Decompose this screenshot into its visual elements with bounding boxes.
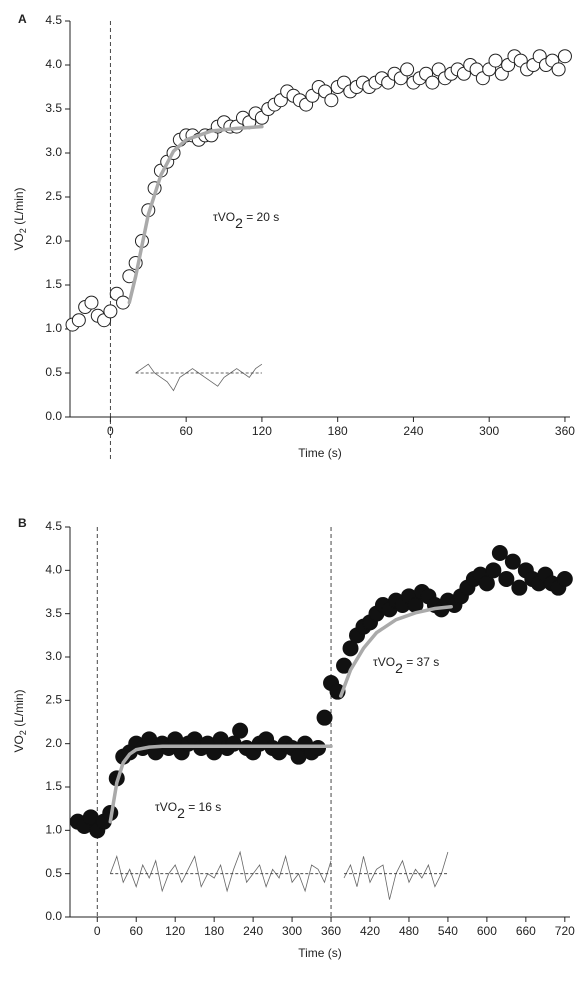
x-tick-label: 0 [107,424,114,438]
y-axis-title-sub: 2 [18,730,28,735]
data-point [557,49,572,64]
y-tick-label: 1.0 [45,321,62,335]
x-tick-label: 120 [165,924,185,938]
annotation-part: = 37 s [403,655,439,669]
data-point [504,553,521,570]
data-point [485,562,502,579]
panel-label: B [18,516,27,530]
y-tick-label: 0.5 [45,365,62,379]
x-tick-label: 300 [479,424,499,438]
data-point [232,722,249,739]
y-axis-title-part: (L/min) [12,689,26,730]
annotation-part: τVO [213,210,235,224]
data-point [551,62,566,77]
annotation-sub: 2 [395,660,403,676]
data-point [478,575,495,592]
data-point [498,571,515,587]
fit-curve [339,604,453,698]
y-tick-label: 1.0 [45,823,62,837]
x-tick-label: 180 [328,424,348,438]
data-point [103,304,118,319]
x-tick-label: 240 [403,424,423,438]
residual-line [135,363,263,392]
x-axis-title: Time (s) [298,446,342,460]
y-tick-label: 1.5 [45,277,62,291]
x-tick-label: 540 [438,924,458,938]
y-tick-label: 3.5 [45,606,62,620]
data-point [324,93,339,108]
x-tick-label: 300 [282,924,302,938]
data-point [84,295,99,310]
y-tick-label: 2.5 [45,693,62,707]
x-tick-label: 360 [321,924,341,938]
y-tick-label: 4.5 [45,519,62,533]
y-tick-label: 0.0 [45,909,62,923]
annotation: τVO2 = 37 s [373,655,439,676]
annotation-sub: 2 [177,805,185,821]
annotation: τVO2 = 16 s [155,800,221,821]
y-tick-label: 4.5 [45,13,62,27]
data-point [511,579,528,596]
y-tick-label: 3.0 [45,145,62,159]
annotation-part: = 20 s [243,210,279,224]
y-tick-label: 4.0 [45,563,62,577]
x-tick-label: 120 [252,424,272,438]
x-tick-label: 720 [555,924,575,938]
x-tick-label: 180 [204,924,224,938]
x-tick-label: 420 [360,924,380,938]
data-point [400,62,415,77]
data-point [488,53,503,68]
x-tick-label: 660 [516,924,536,938]
y-axis-title: VO2 (L/min) [12,689,28,752]
data-point [342,640,359,657]
data-point [425,75,440,90]
data-point [556,571,573,587]
panel-label: A [18,12,27,26]
y-axis-title-part: (L/min) [12,187,26,228]
y-axis-title-part: VO [12,735,26,752]
y-tick-label: 4.0 [45,57,62,71]
data-point [491,545,508,561]
fit-curve [108,744,333,824]
y-tick-label: 2.5 [45,189,62,203]
x-tick-label: 600 [477,924,497,938]
data-point [71,313,86,328]
x-tick-label: 60 [130,924,144,938]
annotation-part: = 16 s [185,800,221,814]
x-tick-label: 0 [94,924,101,938]
fit-curve [127,124,264,305]
y-axis-title: VO2 (L/min) [12,187,28,250]
y-tick-label: 1.5 [45,779,62,793]
y-axis-title-sub: 2 [18,228,28,233]
y-axis-title-part: VO [12,233,26,250]
y-tick-label: 2.0 [45,233,62,247]
annotation-part: τVO [373,655,395,669]
annotation-part: τVO [155,800,177,814]
annotation-sub: 2 [235,215,243,231]
x-tick-label: 240 [243,924,263,938]
y-tick-label: 3.0 [45,649,62,663]
x-axis-title: Time (s) [298,946,342,960]
y-tick-label: 0.0 [45,409,62,423]
x-tick-label: 60 [179,424,193,438]
x-tick-label: 360 [555,424,575,438]
y-tick-label: 0.5 [45,866,62,880]
residual-line [109,850,449,900]
y-tick-label: 2.0 [45,736,62,750]
x-tick-label: 480 [399,924,419,938]
data-point [316,709,333,726]
annotation: τVO2 = 20 s [213,210,279,231]
y-tick-label: 3.5 [45,101,62,115]
